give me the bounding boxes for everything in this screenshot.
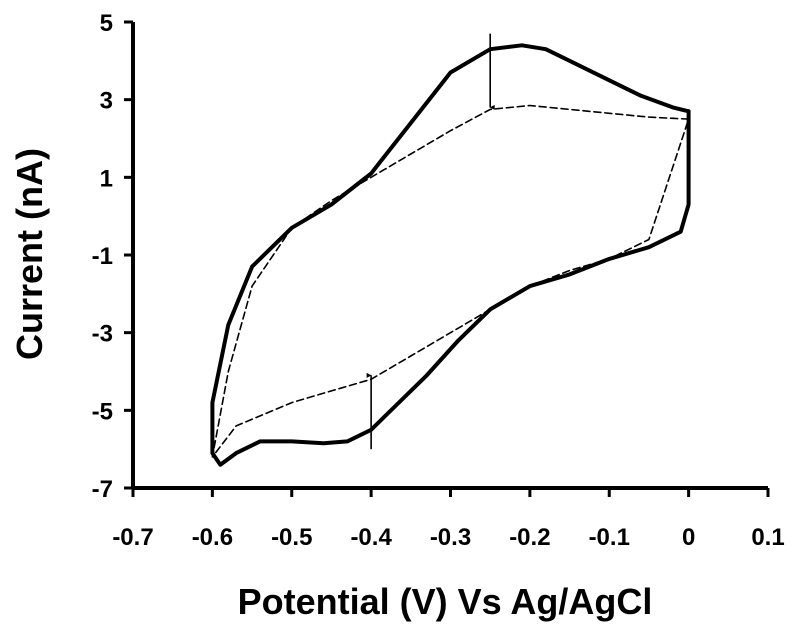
x-tick-label: 0.1: [751, 524, 784, 551]
x-tick-label: -0.7: [112, 524, 153, 551]
x-tick-label: -0.5: [271, 524, 312, 551]
y-axis-title: Current (nA): [9, 148, 50, 360]
y-tick-label: 5: [100, 10, 113, 37]
series-solid-line: [210, 43, 691, 467]
y-tick-label: -1: [92, 243, 113, 270]
x-tick-label: -0.2: [509, 524, 550, 551]
y-tick-label: -3: [92, 321, 113, 348]
x-tick-label: -0.4: [350, 524, 392, 551]
y-tick-label: -5: [92, 398, 113, 425]
x-tick-label: -0.1: [589, 524, 630, 551]
y-tick-label: 1: [100, 165, 113, 192]
x-axis-title: Potential (V) Vs Ag/AgCl: [238, 581, 653, 622]
y-tick-label: 3: [100, 88, 113, 115]
x-tick-label: -0.6: [192, 524, 233, 551]
series-dashed-line: [211, 104, 690, 458]
x-tick-label: -0.3: [430, 524, 471, 551]
x-tick-label: 0: [682, 524, 695, 551]
y-tick-label: -7: [92, 476, 113, 503]
